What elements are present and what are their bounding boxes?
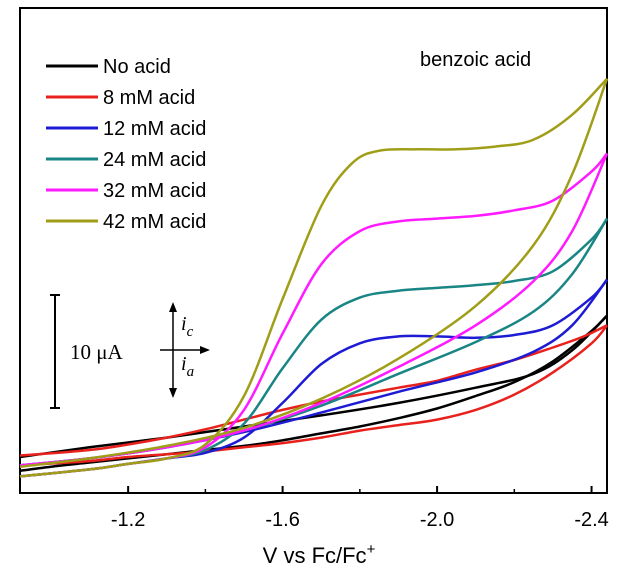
legend: No acid 8 mM acid 12 mM acid 24 mM acid 32 m… xyxy=(46,56,206,233)
x-axis-label: V vs Fc/Fc+ xyxy=(263,541,376,568)
arrow-down-icon xyxy=(169,388,177,398)
x-tick-label: -2.4 xyxy=(574,509,608,531)
scale-bar: 10 μA xyxy=(50,294,124,409)
series-line-forward xyxy=(19,77,608,478)
x-tick-label: -2.0 xyxy=(420,509,454,531)
arrow-right-icon xyxy=(200,346,210,354)
x-tick-label: -1.2 xyxy=(111,509,145,531)
series-group xyxy=(19,77,609,478)
series-line-reverse xyxy=(19,78,609,468)
series-line-forward xyxy=(19,324,608,467)
plot-frame xyxy=(19,7,608,494)
anodic-current-label: ia xyxy=(181,353,194,380)
series-line-reverse xyxy=(19,314,608,459)
series-line-forward xyxy=(19,314,608,473)
cathodic-current-label: ic xyxy=(181,313,194,340)
legend-label: 12 mM acid xyxy=(103,118,206,140)
legend-label: 24 mM acid xyxy=(103,149,206,171)
chart-annotation: benzoic acid xyxy=(420,49,531,71)
legend-label: 8 mM acid xyxy=(103,87,195,109)
series-0 xyxy=(19,314,608,473)
legend-label: No acid xyxy=(103,56,171,78)
legend-label: 42 mM acid xyxy=(103,211,206,233)
legend-label: 32 mM acid xyxy=(103,180,206,202)
arrow-up-icon xyxy=(169,302,177,312)
x-tick-label: -1.6 xyxy=(265,509,299,531)
x-axis-ticks: -1.2 -1.6 -2.0 -2.4 xyxy=(111,486,609,531)
scale-bar-label: 10 μA xyxy=(70,340,124,364)
series-5 xyxy=(19,77,609,478)
current-direction-indicator: ic ia xyxy=(160,302,210,398)
